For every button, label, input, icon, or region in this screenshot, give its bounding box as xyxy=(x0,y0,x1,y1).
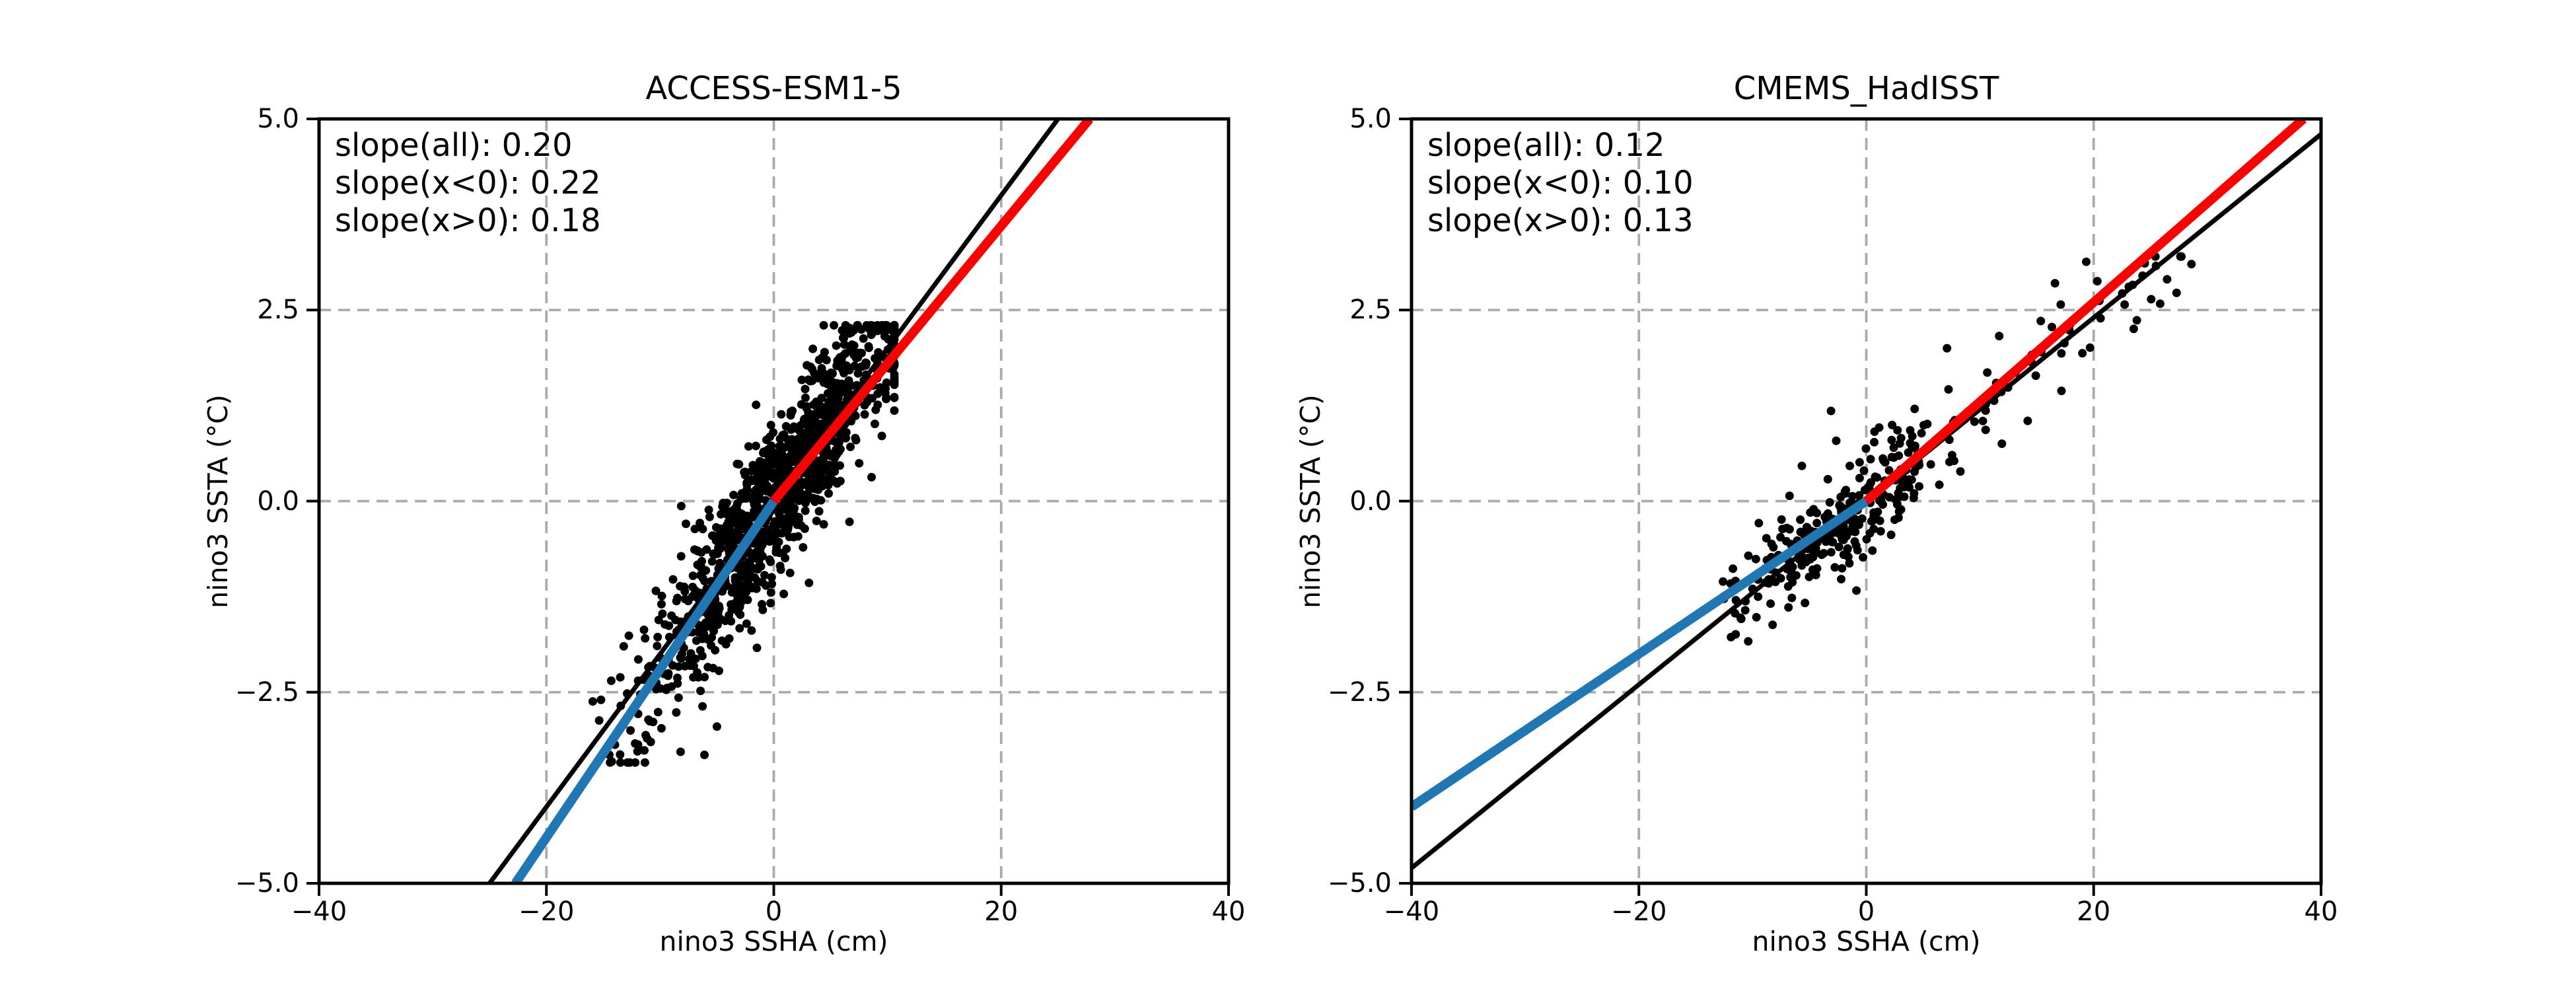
y-tick-label: 0.0 xyxy=(1349,486,1392,517)
y-tick-label: 2.5 xyxy=(257,295,299,326)
tick-marks-panel-0 xyxy=(306,118,1230,896)
slope-negative-text: slope(x<0): 0.10 xyxy=(1427,165,1694,202)
x-tick-label: −20 xyxy=(1611,897,1667,927)
slope-positive-text: slope(x>0): 0.13 xyxy=(1427,202,1694,239)
tick-marks-panel-1 xyxy=(1399,118,2322,896)
slope-positive-text: slope(x>0): 0.18 xyxy=(335,202,601,239)
x-tick-label: 40 xyxy=(1211,897,1246,927)
y-tick-label: 0.0 xyxy=(257,486,299,517)
y-tick-label: −5.0 xyxy=(234,868,299,899)
fit-lines-panel-0 xyxy=(487,119,1094,883)
slope-annotations-right: slope(all): 0.12 slope(x<0): 0.10 slope(… xyxy=(1427,127,1694,240)
x-tick-label: 0 xyxy=(765,897,783,927)
slope-all-text: slope(all): 0.20 xyxy=(335,127,573,164)
x-axis-label-left: nino3 SSHA (cm) xyxy=(659,926,888,957)
slope-all-text: slope(all): 0.12 xyxy=(1427,127,1665,164)
x-axis-label-right: nino3 SSHA (cm) xyxy=(1752,926,1981,957)
fit-positive-panel-0 xyxy=(770,119,1094,504)
fit-negative-panel-1 xyxy=(1412,497,1869,811)
y-tick-label: −2.5 xyxy=(234,677,299,708)
y-tick-label: 5.0 xyxy=(257,104,299,134)
y-tick-label: −2.5 xyxy=(1327,677,1392,708)
x-tick-label: −40 xyxy=(291,897,347,927)
fit-lines-panel-1 xyxy=(1412,119,2321,870)
fit-positive-panel-1 xyxy=(1863,119,2307,505)
fit-negative-panel-0 xyxy=(511,498,778,883)
y-tick-label: −5.0 xyxy=(1327,868,1392,899)
x-tick-label: 40 xyxy=(2304,897,2338,927)
slope-annotations-left: slope(all): 0.20 slope(x<0): 0.22 slope(… xyxy=(335,127,601,240)
panel-title-right: CMEMS_HadISST xyxy=(1733,70,1999,107)
x-tick-label: −40 xyxy=(1383,897,1440,927)
x-tick-label: 0 xyxy=(1857,897,1875,927)
slope-negative-text: slope(x<0): 0.22 xyxy=(335,165,601,202)
x-tick-label: 20 xyxy=(984,897,1019,927)
y-tick-label: 5.0 xyxy=(1349,104,1392,134)
panel-title-left: ACCESS-ESM1-5 xyxy=(645,70,902,107)
y-tick-label: 2.5 xyxy=(1349,295,1392,326)
x-tick-label: −20 xyxy=(519,897,575,927)
x-tick-label: 20 xyxy=(2077,897,2111,927)
